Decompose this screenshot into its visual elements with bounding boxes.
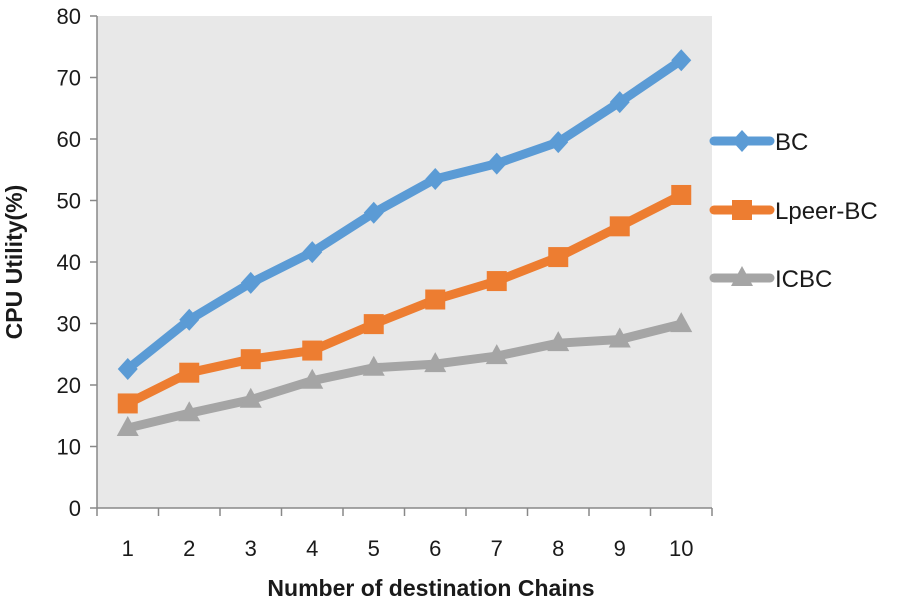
x-axis-label: Number of destination Chains	[267, 575, 594, 601]
data-point	[362, 355, 385, 376]
series-bc	[117, 49, 692, 381]
data-point	[116, 416, 139, 437]
x-tick-label: 1	[122, 536, 134, 561]
data-point	[239, 387, 262, 408]
x-tick-label: 5	[368, 536, 380, 561]
legend-label: ICBC	[775, 266, 832, 293]
series-line	[126, 319, 683, 433]
y-tick-label: 70	[57, 66, 81, 91]
data-point	[301, 368, 324, 389]
data-point	[608, 327, 631, 348]
plot-area	[97, 16, 712, 508]
legend-item: BC	[709, 129, 808, 156]
data-point	[363, 201, 384, 224]
data-point	[178, 401, 201, 422]
data-point	[179, 308, 200, 331]
y-tick-label: 60	[57, 127, 81, 152]
data-point	[302, 241, 323, 264]
legend-item: ICBC	[709, 266, 832, 293]
y-tick-label: 40	[57, 250, 81, 275]
legend-label: BC	[775, 129, 808, 156]
data-point	[486, 271, 507, 292]
data-point	[179, 362, 200, 383]
data-point	[548, 131, 569, 154]
data-point	[425, 289, 446, 310]
data-point	[609, 216, 630, 237]
data-point	[363, 314, 384, 335]
y-tick-label: 10	[57, 435, 81, 460]
x-tick-label: 8	[552, 536, 564, 561]
data-point	[240, 349, 261, 370]
data-point	[240, 271, 261, 294]
data-point	[424, 352, 447, 373]
series-line	[125, 190, 684, 408]
data-point	[548, 247, 569, 268]
data-point	[670, 312, 693, 333]
data-point	[302, 340, 323, 361]
data-point	[671, 49, 692, 72]
y-tick-label: 30	[57, 312, 81, 337]
legend-item: Lpeer-BC	[709, 198, 878, 225]
x-tick-label: 4	[306, 536, 318, 561]
series-line	[124, 56, 684, 373]
y-tick-label: 80	[57, 4, 81, 29]
legend-marker	[732, 130, 752, 152]
data-point	[547, 331, 570, 352]
data-point	[425, 167, 446, 190]
data-point	[485, 344, 508, 365]
legend-marker	[731, 266, 753, 286]
y-tick-label: 20	[57, 373, 81, 398]
x-tick-label: 2	[183, 536, 195, 561]
y-axis-label: CPU Utility(%)	[1, 185, 27, 340]
y-tick-label: 0	[69, 496, 81, 521]
x-tick-label: 6	[429, 536, 441, 561]
x-tick-label: 3	[245, 536, 257, 561]
y-tick-label: 50	[57, 189, 81, 214]
data-point	[671, 184, 692, 205]
series-icbc	[116, 312, 693, 437]
x-tick-label: 9	[614, 536, 626, 561]
data-point	[117, 358, 138, 381]
data-point	[117, 393, 138, 414]
data-point	[609, 91, 630, 114]
legend-label: Lpeer-BC	[775, 198, 878, 225]
legend-marker	[732, 200, 752, 220]
x-tick-label: 10	[669, 536, 693, 561]
data-point	[486, 152, 507, 175]
x-tick-label: 7	[491, 536, 503, 561]
series-lpeer-bc	[117, 184, 692, 414]
